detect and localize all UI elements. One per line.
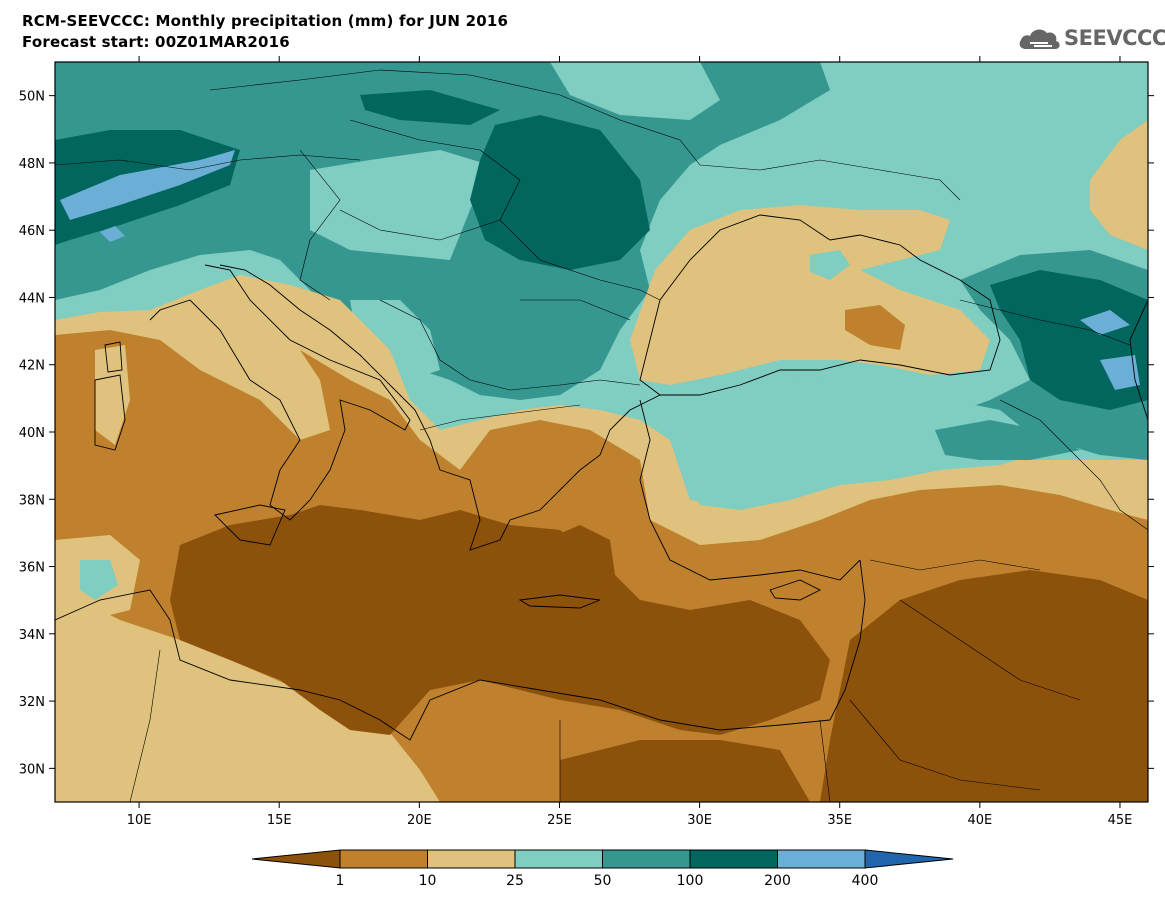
lon-tick-label: 45E — [1108, 813, 1133, 828]
sicily-coast — [214, 504, 286, 546]
lat-tick-label: 36N — [19, 561, 45, 576]
precipitation-field — [55, 62, 1148, 802]
colorbar-label: 1 — [336, 873, 345, 889]
cyprus-coast — [769, 579, 822, 601]
north-africa-coast — [55, 589, 831, 741]
border-north — [209, 69, 701, 166]
field-25-50-anatolia — [680, 380, 1050, 510]
greece-coast — [439, 394, 661, 551]
corsica-coast — [104, 341, 123, 373]
field-25-50-balkan — [350, 300, 440, 380]
border-alps — [55, 154, 361, 171]
cloud-icon — [1019, 29, 1060, 49]
border-greece — [419, 404, 581, 431]
colorbar-segment — [339, 849, 428, 869]
lat-tick-label: 30N — [19, 762, 45, 777]
field-10-25-east — [1090, 120, 1148, 250]
black-sea-coast — [639, 214, 1001, 396]
border-balkans — [379, 299, 641, 391]
map-title: RCM-SEEVCCC: Monthly precipitation (mm) … — [22, 12, 509, 30]
turkey-coast — [639, 399, 861, 581]
field-200-400-alps-small — [100, 226, 125, 242]
lat-tick-label: 44N — [19, 291, 45, 306]
lon-tick-label: 10E — [127, 813, 152, 828]
colorbar-label: 100 — [677, 873, 704, 889]
lon-tick-label: 35E — [827, 813, 852, 828]
logo-text: SEEVCCC — [1064, 26, 1165, 50]
lat-tick-label: 38N — [19, 493, 45, 508]
lat-tick-label: 50N — [19, 90, 45, 105]
border-syria — [869, 559, 1081, 701]
sardinia-coast — [94, 374, 126, 451]
lon-tick-label: 15E — [267, 813, 292, 828]
border-turkey-east — [999, 399, 1148, 531]
field-25-50-crimea — [810, 250, 850, 280]
border-ukraine — [699, 159, 961, 201]
lon-tick-label: 20E — [407, 813, 432, 828]
border-hungary — [339, 119, 521, 241]
caspian-coast — [1129, 299, 1148, 421]
colorbar-label: 50 — [594, 873, 612, 889]
lat-tick-label: 34N — [19, 628, 45, 643]
colorbar-label: 400 — [852, 873, 879, 889]
field-25-50-north — [550, 62, 720, 120]
coastlines — [55, 214, 1148, 741]
colorbar-segment — [777, 849, 866, 869]
lat-tick-label: 42N — [19, 359, 45, 374]
border-caucasus — [959, 299, 1131, 346]
field-200-400-caucasus — [1080, 310, 1130, 335]
border-libya — [129, 649, 161, 802]
colorbar-max-arrow — [864, 849, 954, 869]
field-200-400-caucasus-east — [1100, 355, 1140, 390]
longitude-ticks: 10E 15E 20E 25E 30E 35E 40E 45E — [127, 56, 1133, 828]
field-below-1-aegean — [545, 525, 615, 600]
lat-tick-label: 40N — [19, 426, 45, 441]
colorbar-segment — [689, 849, 778, 869]
adriatic-east-coast — [219, 264, 441, 471]
forecast-start-label: Forecast start: 00Z01MAR2016 — [22, 33, 290, 51]
lon-tick-label: 25E — [547, 813, 572, 828]
colorbar-label: 25 — [506, 873, 524, 889]
lon-tick-label: 30E — [687, 813, 712, 828]
colorbar-label: 10 — [419, 873, 437, 889]
colorbar-segment — [514, 849, 603, 869]
border-central — [299, 149, 341, 301]
field-below-1-mediterranean — [170, 505, 830, 735]
lat-tick-label: 32N — [19, 695, 45, 710]
levant-coast — [829, 559, 866, 721]
colorbar-segment — [602, 849, 691, 869]
field-200-400-alps — [60, 150, 235, 220]
field-100-200-alps-north — [360, 90, 500, 125]
lat-tick-label: 46N — [19, 224, 45, 239]
colorbar-segment — [427, 849, 516, 869]
field-1-10-black-sea — [845, 305, 905, 350]
colorbar-min-arrow — [251, 849, 341, 869]
colorbar-label: 200 — [764, 873, 791, 889]
country-borders — [55, 69, 1148, 802]
seevccc-logo: SEEVCCC — [1018, 22, 1165, 56]
colorbar: 1 10 25 50 100 200 400 — [251, 849, 954, 889]
border-romania — [499, 219, 661, 321]
italy-coast — [149, 264, 411, 521]
field-below-1-levant — [820, 570, 1148, 802]
field-50-100-anatolia — [935, 420, 1080, 460]
border-egypt — [559, 699, 1041, 802]
field-25-50-tunisia — [80, 560, 118, 600]
latitude-ticks: 50N 48N 46N 44N 42N 40N 38N 36N 34N 32N 30N — [19, 90, 1154, 777]
field-100-200-carpathians — [470, 115, 650, 270]
field-below-1-egypt — [560, 740, 810, 802]
field-25-50-pannonia — [310, 150, 490, 260]
field-10-25-libya — [55, 660, 320, 802]
lat-tick-label: 48N — [19, 157, 45, 172]
crete-coast — [518, 594, 601, 609]
lon-tick-label: 40E — [967, 813, 992, 828]
